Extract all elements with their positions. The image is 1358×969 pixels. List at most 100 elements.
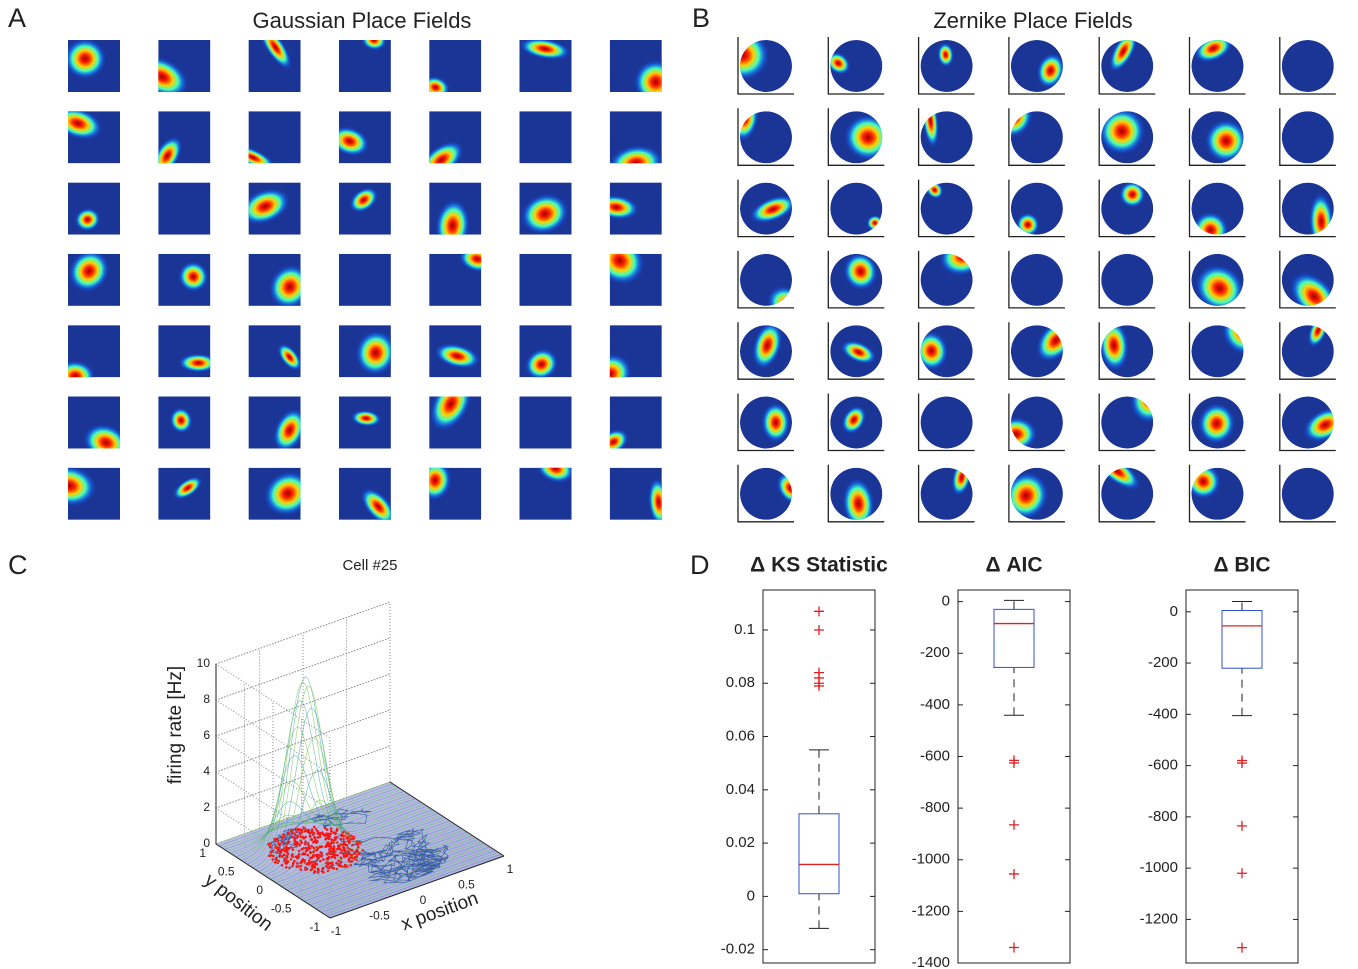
z-tick-label: 2 (203, 800, 210, 814)
spike (317, 856, 321, 860)
place-field (1010, 40, 1063, 92)
spike (304, 840, 307, 844)
field-blob (74, 207, 101, 232)
place-field (1281, 396, 1334, 449)
y-tick-label: -600 (920, 747, 950, 764)
x-tick-label: -1 (331, 924, 342, 938)
spike (310, 838, 314, 842)
place-field (609, 253, 662, 306)
spike (324, 845, 327, 849)
field-blob (272, 408, 301, 449)
y-tick-label: -1 (309, 920, 320, 934)
field-blob (937, 42, 955, 68)
outlier (1237, 820, 1247, 831)
spike (271, 849, 274, 853)
spike (331, 847, 334, 851)
cell-axes (1008, 250, 1065, 309)
place-field (920, 182, 973, 235)
spike (330, 829, 333, 833)
field-blob (277, 343, 301, 372)
place-field (1010, 396, 1063, 449)
y-tick-label: -1400 (912, 954, 950, 969)
place-field (338, 40, 391, 92)
place-field (1010, 253, 1063, 306)
spike (335, 836, 338, 839)
y-tick-label: 0.06 (726, 728, 755, 745)
spike (300, 848, 304, 851)
field-blob (158, 55, 189, 92)
surface-mesh (267, 799, 442, 878)
cell-axes (1279, 393, 1336, 452)
spike (322, 858, 325, 861)
spike (295, 865, 299, 868)
surface-mesh (261, 737, 436, 874)
spike (282, 853, 286, 857)
y-tick-label: -400 (1148, 705, 1178, 722)
place-field (830, 40, 883, 92)
spike (291, 848, 295, 851)
spike (328, 861, 332, 865)
place-field (248, 182, 301, 235)
y-tick-label: -1200 (912, 902, 950, 919)
spike (327, 834, 330, 838)
spike (276, 861, 279, 865)
panel-title: Zernike Place Fields (933, 8, 1132, 33)
place-field (830, 253, 883, 306)
field-blob (647, 477, 662, 520)
surface-mesh (312, 844, 487, 908)
field-blob (1197, 402, 1236, 445)
place-field (519, 325, 572, 378)
spike (293, 859, 296, 863)
spike (330, 861, 334, 865)
place-field (920, 111, 973, 164)
spike (280, 848, 284, 852)
surface-mesh (292, 831, 468, 895)
place-field (1281, 325, 1334, 378)
cell-axes (1008, 322, 1065, 380)
spike (356, 845, 360, 849)
spike (308, 862, 311, 866)
cell-axes (827, 179, 885, 238)
y-tick-label: 0.1 (734, 621, 755, 638)
cell-axes (827, 322, 885, 380)
cell-axes (1098, 37, 1156, 95)
place-field (1101, 111, 1154, 164)
cell-axes (1279, 37, 1336, 95)
surface-mesh (290, 829, 465, 893)
place-field (248, 467, 301, 520)
spike (313, 839, 317, 843)
place-field (519, 253, 572, 306)
cell-axes (917, 179, 975, 238)
surface-mesh (275, 820, 450, 884)
spike (304, 835, 307, 839)
cell-axes (737, 108, 794, 166)
field-blob (68, 467, 97, 507)
y-tick-label: -600 (1148, 757, 1178, 774)
spike (275, 846, 279, 849)
spike (318, 859, 322, 863)
spike (329, 827, 333, 830)
place-field (1101, 253, 1154, 306)
spike (291, 861, 295, 865)
field-blob (429, 140, 465, 164)
cell-axes (1098, 393, 1156, 452)
field-blob (520, 193, 570, 235)
z-tick-label: 8 (203, 692, 210, 706)
field-bg (519, 253, 572, 306)
outlier (1237, 758, 1247, 769)
place-field (158, 467, 211, 520)
spike (308, 831, 312, 835)
spike (290, 830, 294, 834)
surface-mesh (278, 822, 453, 885)
cell-axes (827, 393, 885, 452)
field-blob (361, 40, 387, 51)
spike (304, 849, 308, 853)
spike (301, 835, 305, 839)
outlier (1237, 868, 1247, 879)
surface-mesh (258, 707, 433, 872)
place-field (830, 467, 883, 520)
surface-mesh (284, 826, 459, 889)
spike (330, 852, 333, 856)
axis-line (215, 843, 331, 919)
cell-axes (1098, 108, 1156, 166)
